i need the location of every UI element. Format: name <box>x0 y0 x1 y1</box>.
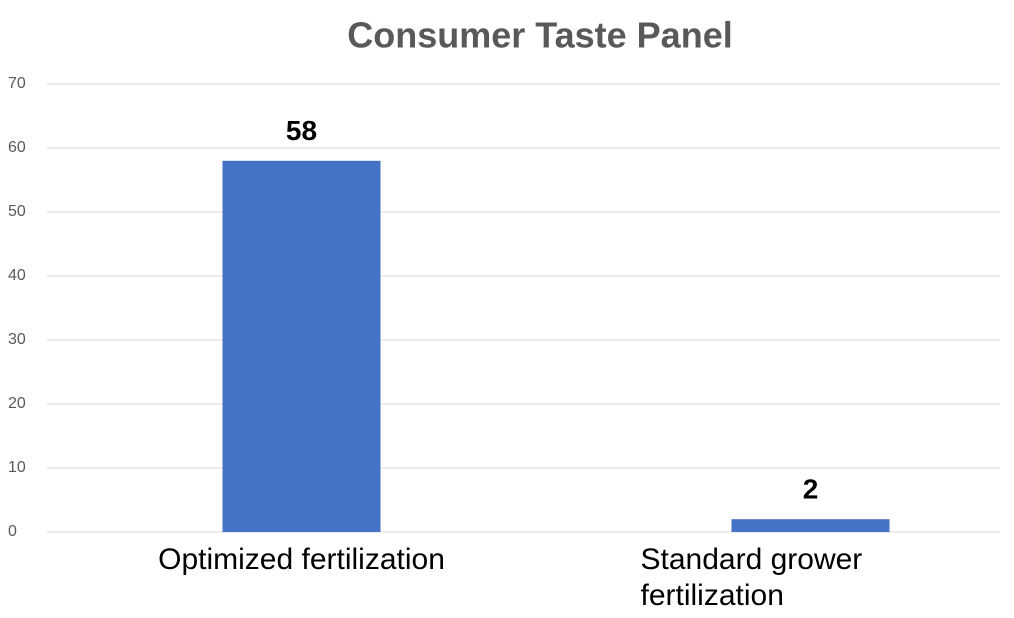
y-tick-label: 40 <box>8 267 26 284</box>
x-tick-label: Optimized fertilization <box>158 543 445 576</box>
x-tick-label-wrap: Optimized fertilization <box>132 542 472 578</box>
y-tick-label: 30 <box>8 331 26 348</box>
y-tick-label: 60 <box>8 139 26 156</box>
data-label: 58 <box>286 115 317 146</box>
y-tick-label: 50 <box>8 203 26 220</box>
data-label: 2 <box>803 474 819 505</box>
chart-title: Consumer Taste Panel <box>347 15 732 56</box>
y-tick-label: 0 <box>8 523 17 540</box>
y-tick-label: 20 <box>8 395 26 412</box>
bar <box>222 160 381 533</box>
y-tick-label: 70 <box>8 75 26 92</box>
x-tick-label-wrap: Standard grower fertilization <box>641 542 981 614</box>
bar <box>731 519 890 532</box>
x-tick-label-box: Standard grower fertilization <box>641 542 981 614</box>
x-tick-label-box: Optimized fertilization <box>132 542 472 578</box>
x-tick-label: Standard grower fertilization <box>640 543 863 612</box>
y-tick-label: 10 <box>8 459 26 476</box>
